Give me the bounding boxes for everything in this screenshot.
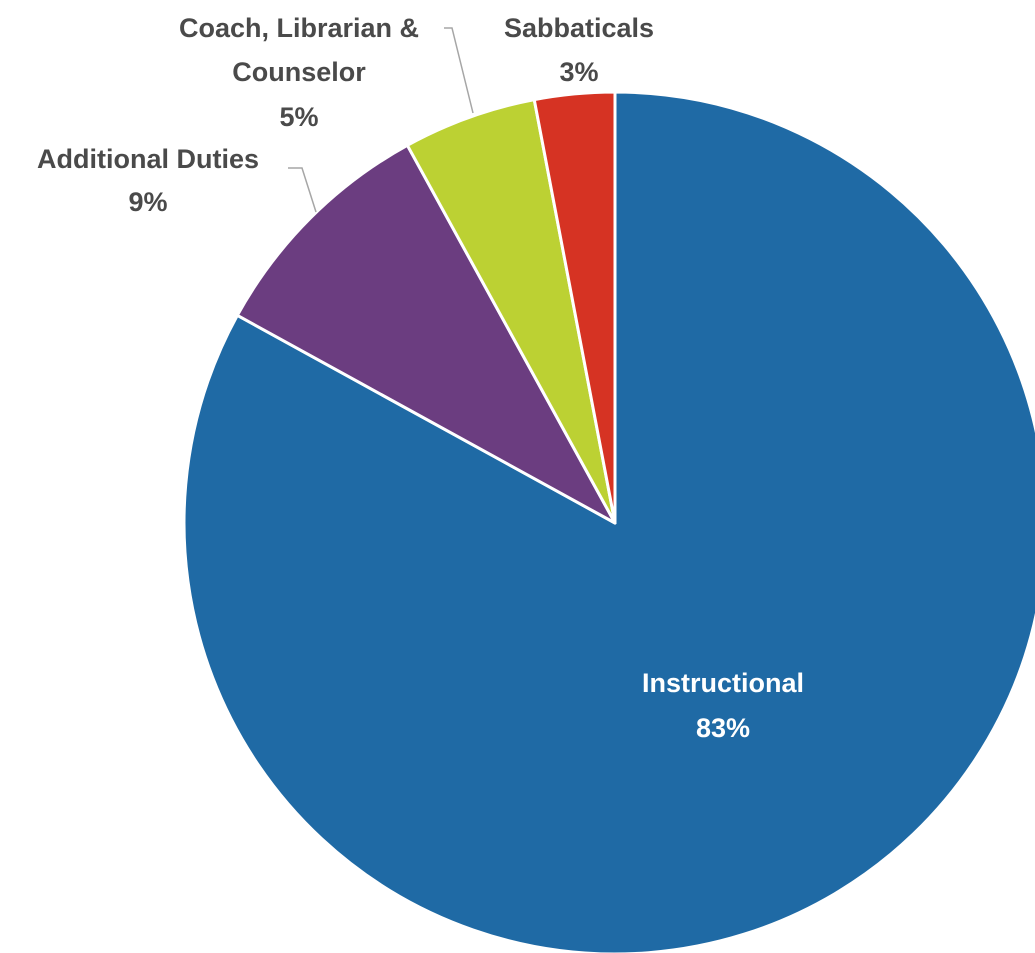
percent-instructional: 83% xyxy=(696,713,750,743)
pie-slice-instructional xyxy=(182,90,1035,953)
label-sabbaticals: Sabbaticals xyxy=(504,13,654,43)
pie-slices xyxy=(182,90,1035,953)
label-coach-librarian-counselor-line2: Counselor xyxy=(232,57,366,87)
label-additional-duties: Additional Duties xyxy=(37,144,259,174)
pie-slice-sabbaticals xyxy=(532,90,617,525)
label-instructional: Instructional xyxy=(642,668,804,698)
leader-line-coach-librarian-counselor xyxy=(444,27,474,114)
pie-slice-additional-duties xyxy=(235,143,617,525)
leader-line-additional-duties xyxy=(288,167,317,213)
percent-additional-duties: 9% xyxy=(128,187,167,217)
percent-sabbaticals: 3% xyxy=(559,57,598,87)
label-coach-librarian-counselor-line1: Coach, Librarian & xyxy=(179,13,419,43)
percent-coach-librarian-counselor: 5% xyxy=(279,102,318,132)
